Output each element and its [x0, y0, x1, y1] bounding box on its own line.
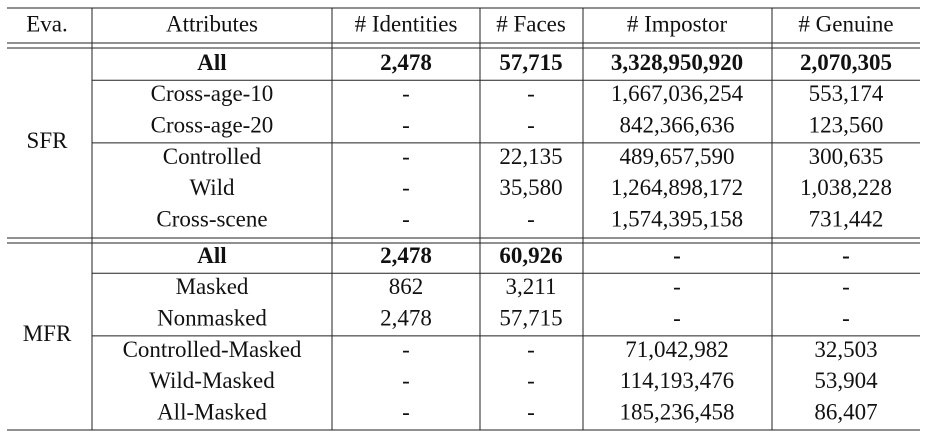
cell: All [197, 243, 226, 268]
cell: 71,042,982 [625, 337, 729, 362]
cell: 57,715 [499, 306, 562, 331]
group-label: SFR [27, 128, 69, 153]
cell: Controlled [163, 144, 262, 169]
header-cell: # Genuine [798, 11, 893, 36]
cell: - [402, 206, 410, 231]
cell: Cross-age-10 [151, 81, 274, 106]
cell: 300,635 [809, 144, 884, 169]
cell: 57,715 [499, 50, 562, 75]
cell: 22,135 [499, 144, 562, 169]
cell: - [527, 113, 535, 138]
header-cell: # Faces [496, 11, 566, 36]
cell: Cross-scene [156, 206, 267, 231]
cell: 2,478 [380, 306, 432, 331]
cell: 60,926 [499, 243, 562, 268]
cell: 2,478 [380, 243, 432, 268]
cell: Nonmasked [157, 306, 267, 331]
cell: Wild-Masked [149, 368, 275, 393]
cell: 32,503 [814, 337, 877, 362]
cell: 35,580 [499, 175, 562, 200]
cell: Masked [176, 274, 249, 299]
cell: - [673, 243, 681, 268]
cell: 185,236,458 [620, 399, 735, 424]
header-cell: # Impostor [627, 11, 728, 36]
cell: Controlled-Masked [123, 337, 302, 362]
cell: Cross-age-20 [151, 113, 274, 138]
cell: - [842, 306, 850, 331]
cell: 2,070,305 [800, 50, 892, 75]
header-cell: # Identities [355, 11, 458, 36]
cell: - [527, 399, 535, 424]
cell: - [402, 144, 410, 169]
group-label: MFR [23, 321, 72, 346]
cell: 731,442 [809, 206, 884, 231]
cell: 3,328,950,920 [611, 50, 743, 75]
cell: 489,657,590 [620, 144, 735, 169]
cell: Wild [189, 175, 235, 200]
cell: 114,193,476 [620, 368, 734, 393]
cell: 553,174 [809, 81, 884, 106]
cell: - [673, 306, 681, 331]
header-cell: Eva. [26, 11, 68, 36]
cell: All [197, 50, 226, 75]
cell: 1,264,898,172 [611, 175, 743, 200]
cell: 842,366,636 [620, 113, 735, 138]
cell: 2,478 [380, 50, 432, 75]
cell: - [402, 81, 410, 106]
cell: 1,038,228 [800, 175, 892, 200]
cell: - [527, 368, 535, 393]
cell: - [402, 113, 410, 138]
cell: 1,574,395,158 [611, 206, 743, 231]
cell: 123,560 [809, 113, 884, 138]
cell: 86,407 [814, 399, 877, 424]
cell: 3,211 [506, 274, 557, 299]
cell: - [402, 337, 410, 362]
cell: 862 [389, 274, 424, 299]
cell: - [527, 337, 535, 362]
cell: - [842, 243, 850, 268]
cell: - [402, 399, 410, 424]
cell: - [402, 175, 410, 200]
header-cell: Attributes [166, 11, 258, 36]
cell: All-Masked [157, 399, 267, 424]
cell: - [402, 368, 410, 393]
cell: 1,667,036,254 [611, 81, 744, 106]
cell: - [673, 274, 681, 299]
cell: - [527, 206, 535, 231]
cell: 53,904 [814, 368, 878, 393]
cell: - [842, 274, 850, 299]
cell: - [527, 81, 535, 106]
